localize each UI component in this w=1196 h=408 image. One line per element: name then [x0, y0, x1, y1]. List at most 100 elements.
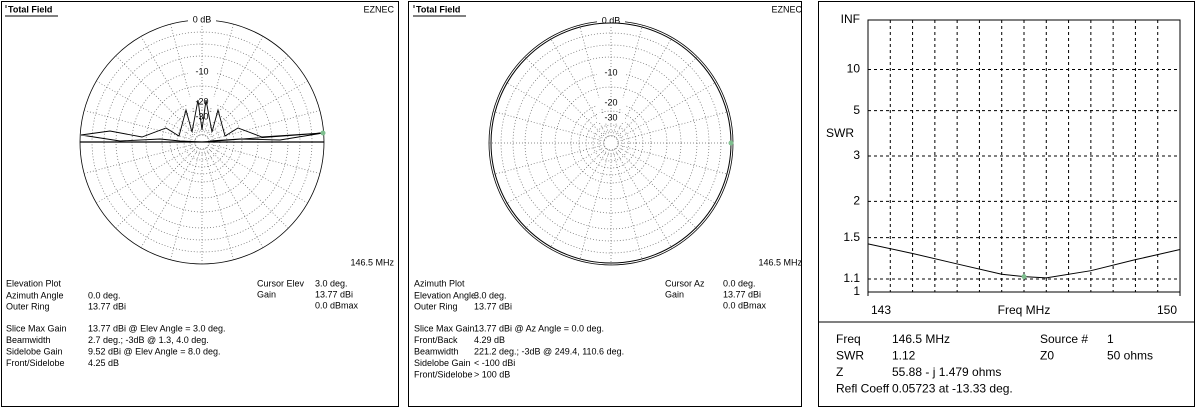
panel-border: [818, 1, 1195, 407]
grid-spoke: [84, 110, 196, 141]
grid-spoke: [208, 143, 320, 174]
info-label: Z: [836, 365, 843, 379]
grid-spoke: [207, 80, 308, 139]
stat-label: Beamwidth: [6, 335, 51, 345]
grid-spoke: [115, 55, 198, 138]
grid-spoke: [617, 111, 729, 142]
info-value: 0.0 deg.: [88, 290, 121, 300]
ring-label: -10: [195, 66, 208, 76]
y-tick-label: 5: [853, 103, 860, 117]
grid-spoke: [493, 111, 605, 142]
brand: EZNEC: [771, 4, 802, 14]
info-label: Source #: [1040, 332, 1088, 346]
stat-label: Sidelobe Gain: [414, 358, 471, 368]
y-tick-label: 2: [853, 194, 860, 208]
grid-spoke: [614, 37, 673, 138]
grid-spoke: [207, 145, 308, 204]
cursor-label: Gain: [665, 289, 684, 299]
cursor: [320, 130, 326, 136]
ring-label: 0 dB: [193, 14, 212, 24]
info-label: Elevation Angle: [414, 290, 476, 300]
grid-spoke: [616, 146, 717, 205]
stat-label: Slice Max Gain: [414, 323, 475, 333]
cursor-label: Cursor Az: [665, 278, 705, 288]
grid-spoke: [505, 81, 606, 140]
cursor-value: 0.0 deg.: [723, 278, 756, 288]
ring-label-bg: [188, 15, 216, 25]
panel-border: [1, 1, 399, 407]
panel-title: Total Field: [8, 4, 52, 14]
ring-label-bg: [188, 67, 216, 77]
cursor-point: [1021, 274, 1027, 280]
info-value: 13.77 dBi: [88, 301, 126, 311]
info-label: Azimuth Angle: [6, 290, 64, 300]
grid-spoke: [115, 146, 198, 229]
cursor-extra: 0.0 dBmax: [723, 300, 767, 310]
grid-spoke: [84, 143, 196, 174]
cursor-extra: 0.0 dBmax: [315, 300, 359, 310]
ring-label: -10: [604, 67, 617, 77]
ring-label: -30: [195, 111, 208, 121]
cursor: [728, 140, 734, 146]
grid-spoke: [170, 24, 201, 136]
grid-spoke: [524, 147, 607, 230]
pattern: [80, 99, 324, 143]
grid-spoke: [612, 25, 643, 137]
cursor-value: 13.77 dBi: [315, 289, 353, 299]
plot-area: [867, 19, 1181, 293]
ring-label: -30: [604, 112, 617, 122]
ring-label-bg: [597, 113, 625, 123]
brand: EZNEC: [363, 4, 394, 14]
y-tick-label: INF: [841, 12, 860, 26]
info-value: 13.77 dBi: [474, 301, 512, 311]
grid-spoke: [96, 80, 197, 139]
info-label: Z0: [1040, 349, 1054, 363]
stat-value: 2.7 deg.; -3dB @ 1.3, 4.0 deg.: [88, 335, 209, 345]
grid-spoke: [615, 56, 698, 139]
cursor-label: Cursor Elev: [257, 278, 305, 288]
y-tick-label: 3: [853, 148, 860, 162]
y-tick-label: 1.1: [843, 271, 860, 285]
ring-label-bg: [597, 16, 625, 26]
grid-spoke: [205, 147, 264, 248]
info-label: SWR: [836, 349, 864, 363]
stat-label: Front/Back: [414, 335, 458, 345]
stat-value: 4.29 dB: [474, 335, 505, 345]
stat-value: 4.25 dB: [88, 358, 119, 368]
stat-value: < -100 dBi: [474, 358, 515, 368]
grid-spoke: [203, 24, 234, 136]
cursor-label: Gain: [257, 289, 276, 299]
stat-value: 13.77 dBi @ Elev Angle = 3.0 deg.: [88, 323, 225, 333]
grid-spoke: [205, 36, 264, 137]
grid-spoke: [170, 148, 201, 260]
grid-spoke: [612, 149, 643, 261]
grid-spoke: [579, 149, 610, 261]
grid-ring: [598, 130, 624, 156]
grid-spoke: [524, 56, 607, 139]
stat-label: Front/Sidelobe: [414, 369, 473, 379]
cursor-value: 3.0 deg.: [315, 278, 348, 288]
ring-label: -20: [195, 96, 208, 106]
ring-label-bg: [188, 97, 216, 107]
info-label: Outer Ring: [414, 301, 458, 311]
grid-spoke: [505, 146, 606, 205]
grid-ring: [592, 124, 630, 162]
grid-spoke: [614, 148, 673, 249]
y-tick-label: 1: [853, 284, 860, 298]
plot-type: Elevation Plot: [6, 278, 62, 288]
x-tick-label: 150: [1157, 303, 1177, 317]
ring-label-bg: [188, 112, 216, 122]
grid-spoke: [140, 147, 199, 248]
stat-label: Beamwidth: [414, 346, 459, 356]
stat-value: 9.52 dBi @ Elev Angle = 8.0 deg.: [88, 346, 220, 356]
panel-title: Total Field: [416, 4, 460, 14]
grid-spoke: [549, 148, 608, 249]
stat-label: Front/Sidelobe: [6, 358, 65, 368]
info-label: Refl Coeff: [836, 382, 890, 396]
grid-spoke: [617, 144, 729, 175]
grid-spoke: [493, 144, 605, 175]
grid-spoke: [206, 55, 289, 138]
stat-label: Sidelobe Gain: [6, 346, 63, 356]
stat-label: Slice Max Gain: [6, 323, 67, 333]
